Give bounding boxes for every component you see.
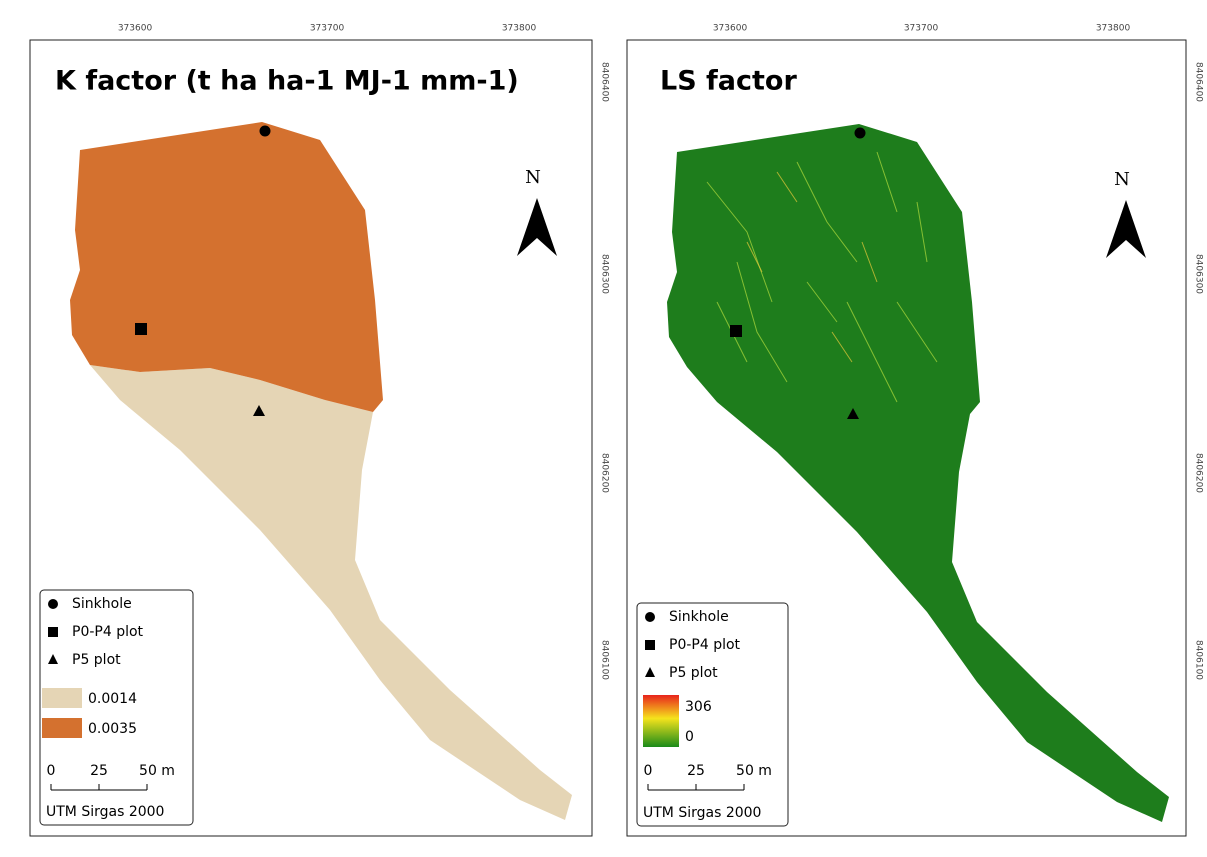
legend-swatch bbox=[42, 688, 82, 708]
scale-label: 25 bbox=[90, 763, 108, 779]
x-coordinate: 373700 bbox=[310, 24, 345, 34]
sinkhole-marker bbox=[855, 128, 866, 139]
k-high-area bbox=[70, 122, 383, 412]
legend-label: P5 plot bbox=[669, 665, 718, 681]
y-coordinate: 8406300 bbox=[600, 254, 610, 294]
y-coordinate: 8406400 bbox=[1194, 62, 1204, 102]
figure: 373600 373700 373800 8406400 8406300 8406200 8… bbox=[0, 0, 1207, 857]
scale-label: 50 m bbox=[736, 763, 772, 779]
crs-label: UTM Sirgas 2000 bbox=[643, 805, 761, 821]
legend-label: 306 bbox=[685, 699, 712, 715]
y-coordinate: 8406300 bbox=[1194, 254, 1204, 294]
legend-symbol bbox=[48, 599, 58, 609]
y-coordinate: 8406200 bbox=[600, 453, 610, 493]
plot-marker bbox=[730, 325, 742, 337]
north-label: N bbox=[525, 167, 541, 188]
scale-label: 25 bbox=[687, 763, 705, 779]
x-coordinate: 373800 bbox=[502, 24, 537, 34]
legend-label: Sinkhole bbox=[669, 609, 729, 625]
crs-label: UTM Sirgas 2000 bbox=[46, 804, 164, 820]
north-label: N bbox=[1114, 169, 1130, 190]
map-title: LS factor bbox=[660, 66, 797, 97]
legend-label: Sinkhole bbox=[72, 596, 132, 612]
legend-label: P0-P4 plot bbox=[72, 624, 144, 640]
legend-symbol bbox=[645, 612, 655, 622]
y-coordinate: 8406200 bbox=[1194, 453, 1204, 493]
x-coordinate: 373800 bbox=[1096, 24, 1131, 34]
y-coordinate: 8406400 bbox=[600, 62, 610, 102]
x-coordinate: 373600 bbox=[713, 24, 748, 34]
legend-label: 0 bbox=[685, 729, 694, 745]
scale-label: 0 bbox=[47, 763, 56, 779]
x-coordinate: 373700 bbox=[904, 24, 939, 34]
y-coordinate: 8406100 bbox=[1194, 640, 1204, 680]
scale-label: 50 m bbox=[139, 763, 175, 779]
legend-ramp bbox=[643, 695, 679, 747]
legend-symbol bbox=[48, 627, 58, 637]
y-coordinate: 8406100 bbox=[600, 640, 610, 680]
map-title: K factor (t ha ha-1 MJ-1 mm-1) bbox=[55, 66, 519, 97]
legend-label: P0-P4 plot bbox=[669, 637, 741, 653]
plot-marker bbox=[135, 323, 147, 335]
sinkhole-marker bbox=[260, 126, 271, 137]
x-coordinate: 373600 bbox=[118, 24, 153, 34]
scale-label: 0 bbox=[644, 763, 653, 779]
legend-label: 0.0014 bbox=[88, 691, 137, 707]
legend-label: P5 plot bbox=[72, 652, 121, 668]
legend-label: 0.0035 bbox=[88, 721, 137, 737]
legend-symbol bbox=[645, 640, 655, 650]
legend-swatch bbox=[42, 718, 82, 738]
